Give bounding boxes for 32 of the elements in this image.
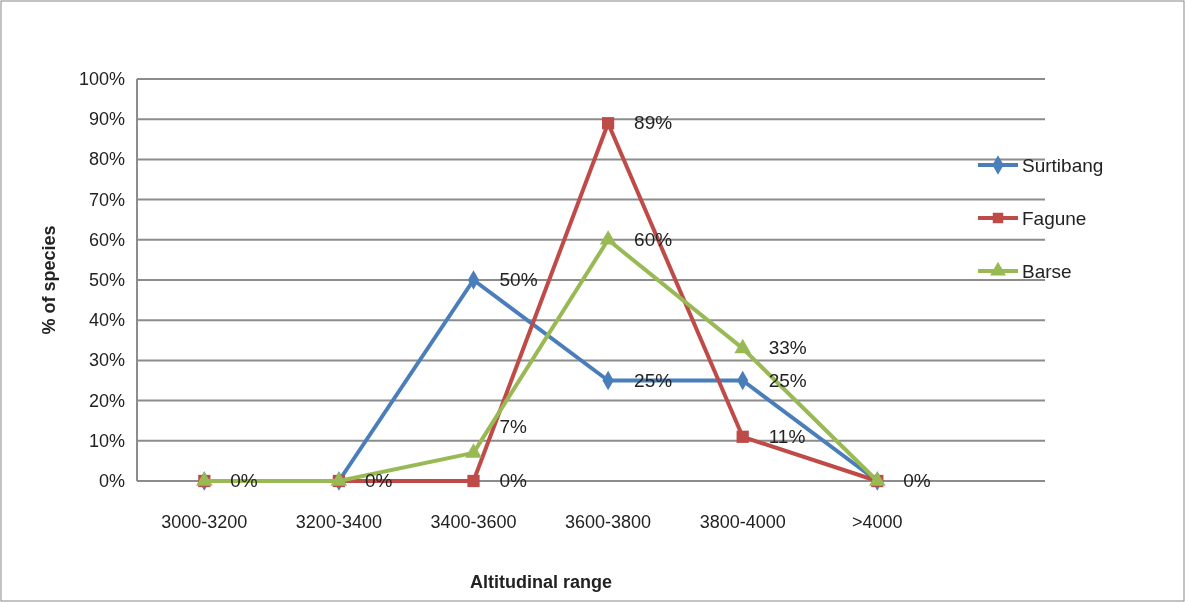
y-axis-title: % of species [39,225,59,335]
point [601,117,615,130]
point [467,474,480,488]
data-label: 0% [903,470,931,491]
y-tick-label: 60% [88,229,125,250]
y-tick-label: 0% [98,471,125,491]
legend-label: Fagune [1022,208,1087,229]
data-label: 33% [768,337,807,359]
data-label: 11% [768,425,806,447]
y-tick-label: 50% [88,270,125,290]
x-tick-label: 3000-3200 [161,512,248,532]
legend-label: Barse [1022,261,1072,282]
data-label: 0% [499,470,528,491]
x-tick-label: 3400-3600 [430,512,517,532]
data-label: 50% [499,269,538,290]
x-axis-title: Altitudinal range [469,572,613,592]
y-tick-label: 30% [88,350,125,371]
x-tick-label: >4000 [852,512,903,532]
x-tick-label: 3800-4000 [699,512,786,532]
y-tick-label: 90% [88,109,125,130]
point [736,430,749,443]
data-label: 89% [634,112,673,134]
y-tick-label: 100% [78,69,125,89]
y-tick-label: 40% [88,310,125,331]
y-tick-label: 10% [88,430,125,451]
data-label: 7% [499,415,528,437]
x-tick-label: 3200-3400 [295,512,382,532]
y-tick-label: 20% [88,390,125,411]
y-tick-label: 80% [88,149,125,170]
x-tick-label: 3600-3800 [565,512,652,532]
legend-label: Surtibang [1022,155,1104,176]
y-tick-label: 70% [88,189,125,210]
